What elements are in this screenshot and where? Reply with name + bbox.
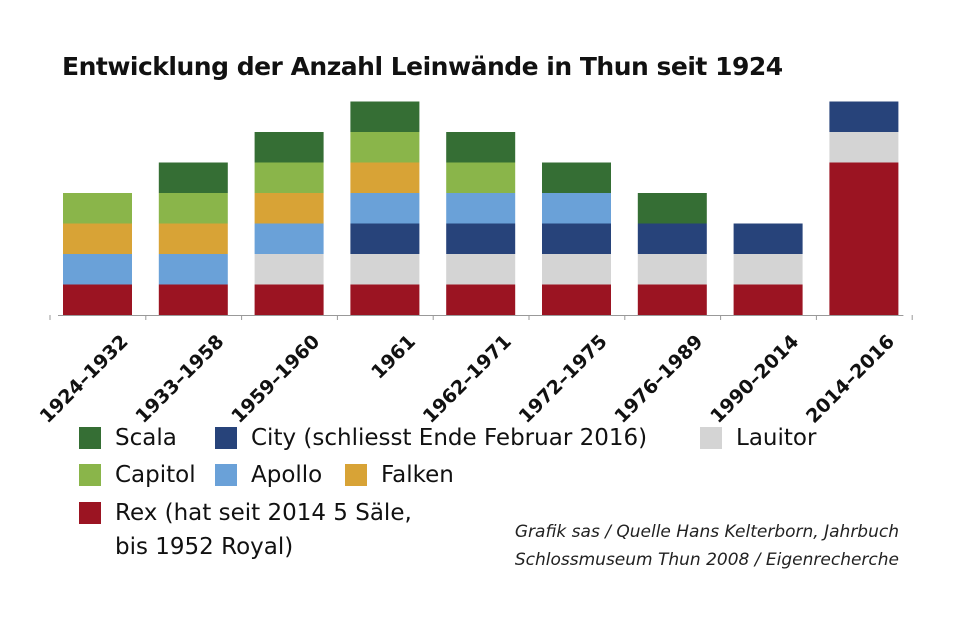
bar-segment-rex [733,284,803,315]
bar-segment-falken [350,162,420,193]
legend-item-city: City (schliesst Ende Februar 2016) [215,421,647,455]
legend-item-capitol: Capitol [79,458,196,492]
bar-segment-falken [254,193,324,224]
legend-swatch [215,464,237,486]
x-tick-label: 1924–1932 [36,331,133,428]
bar-segment-city [350,223,420,254]
bar-segment-rex [446,284,516,315]
bar-segment-lauitor [542,254,611,285]
bar-segment-apollo [542,193,611,224]
legend-swatch [345,464,367,486]
bar-segment-rex [542,284,611,315]
bar-segment-rex [158,284,228,315]
bar-segment-scala [542,162,611,193]
legend-swatch [700,427,722,449]
bar-segment-scala [350,101,420,132]
legend-item-scala: Scala [79,421,177,455]
bar-segment-city [446,223,516,254]
bar-segment-city [733,223,803,254]
bar-segment-lauitor [733,254,803,285]
bar-segment-city [637,223,707,254]
bar-segment-apollo [446,193,516,224]
legend-item-rex: Rex (hat seit 2014 5 Säle, bis 1952 Royal… [79,496,412,564]
bar-segment-lauitor [829,132,899,163]
bar-segment-lauitor [254,254,324,285]
bar-segment-rex [350,284,420,315]
bar-segment-scala [446,132,516,163]
bar-segment-rex [829,162,899,315]
legend-swatch [215,427,237,449]
bar-segment-lauitor [637,254,707,285]
bar-segment-scala [254,132,324,163]
x-tick-label: 1962–1971 [419,331,516,428]
bar-segment-lauitor [350,254,420,285]
legend-swatch [79,502,101,524]
chart-title: Entwicklung der Anzahl Leinwände in Thun… [62,52,783,81]
bar-segment-falken [63,223,132,254]
legend-swatch [79,427,101,449]
bar-segment-city [542,223,611,254]
bar-segment-capitol [63,193,132,224]
bar-segment-rex [254,284,324,315]
bar-segment-scala [637,193,707,224]
bar-segment-scala [158,162,228,193]
bar-segment-capitol [446,162,516,193]
bar-segment-apollo [158,254,228,285]
bar-segment-capitol [254,162,324,193]
x-tick-label: 1990–2014 [706,331,803,428]
x-tick-label: 1961 [367,331,420,384]
bar-segment-city [829,101,899,132]
bar-segment-apollo [350,193,420,224]
bar-segment-rex [637,284,707,315]
bar-segment-rex [63,284,132,315]
bar-segment-capitol [350,132,420,163]
bar-segment-lauitor [446,254,516,285]
bar-segment-capitol [158,193,228,224]
bar-segment-apollo [254,223,324,254]
x-tick-label: 1933–1958 [131,331,228,428]
legend-swatch [79,464,101,486]
legend-item-lauitor: Lauitor [700,421,816,455]
legend-item-apollo: Apollo [215,458,322,492]
bar-segment-apollo [63,254,132,285]
bar-segment-falken [158,223,228,254]
source-note: Grafik sas / Quelle Hans Kelterborn, Jah… [514,522,899,570]
x-tick-label: 1972–1975 [515,331,612,428]
x-tick-label: 2014–2016 [802,331,899,428]
x-tick-label: 1976–1989 [610,331,707,428]
legend-item-falken: Falken [345,458,454,492]
x-tick-label: 1959–1960 [227,331,324,428]
